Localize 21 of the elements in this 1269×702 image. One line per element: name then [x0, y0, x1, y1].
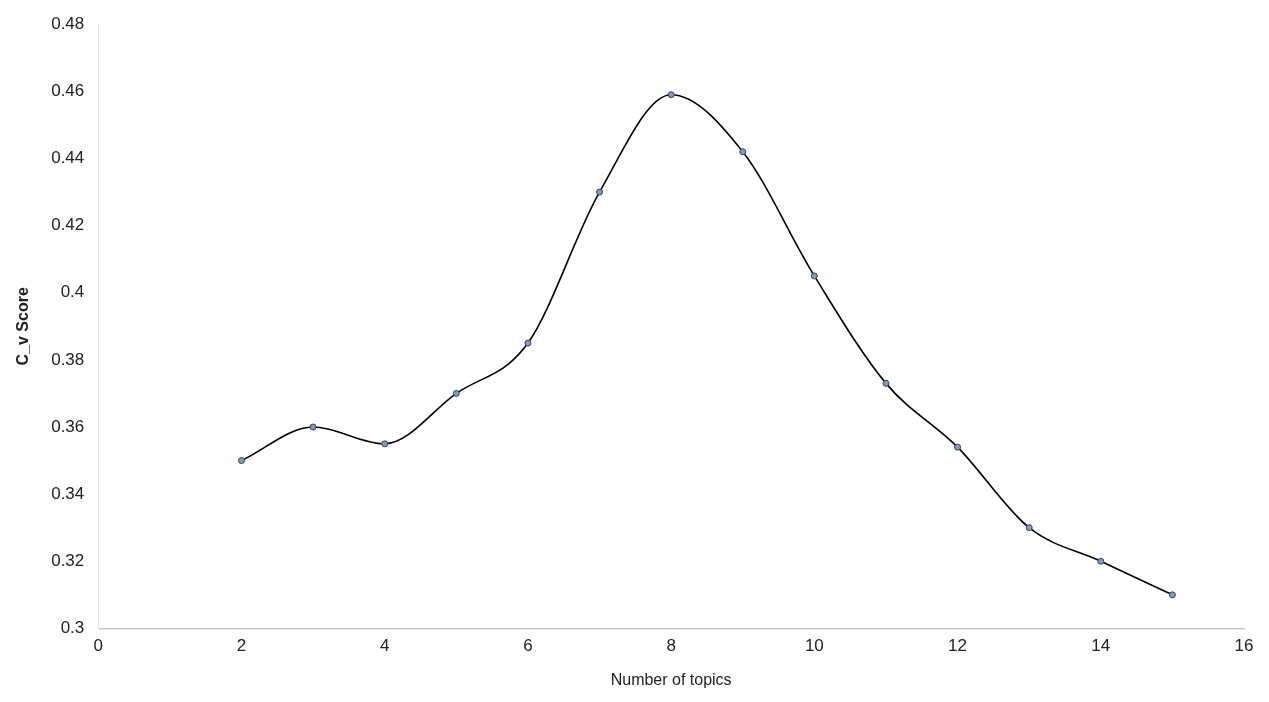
y-axis-title: C_v Score — [14, 287, 32, 366]
y-tick-label: 0.32 — [51, 550, 85, 570]
x-tick-label: 2 — [236, 636, 247, 656]
y-tick-label: 0.38 — [51, 349, 85, 369]
x-tick-label: 10 — [804, 636, 824, 656]
x-tick-label: 12 — [948, 636, 968, 656]
y-tick-label: 0.48 — [51, 13, 85, 33]
y-tick-label: 0.42 — [51, 215, 85, 235]
y-tick-label: 0.34 — [51, 483, 85, 503]
x-tick-label: 6 — [523, 636, 533, 656]
x-tick-label: 14 — [1091, 636, 1111, 656]
y-tick-label: 0.3 — [60, 618, 85, 638]
x-tick-label: 4 — [379, 636, 390, 656]
x-tick-label: 8 — [666, 636, 676, 656]
y-tick-label: 0.44 — [51, 148, 85, 168]
y-tick-label: 0.36 — [51, 416, 85, 436]
y-tick-label: 0.4 — [60, 282, 85, 302]
y-tick-label: 0.46 — [51, 81, 85, 101]
x-tick-label: 0 — [93, 636, 104, 656]
x-tick-label: 16 — [1234, 636, 1254, 656]
x-axis-title: Number of topics — [610, 670, 732, 688]
